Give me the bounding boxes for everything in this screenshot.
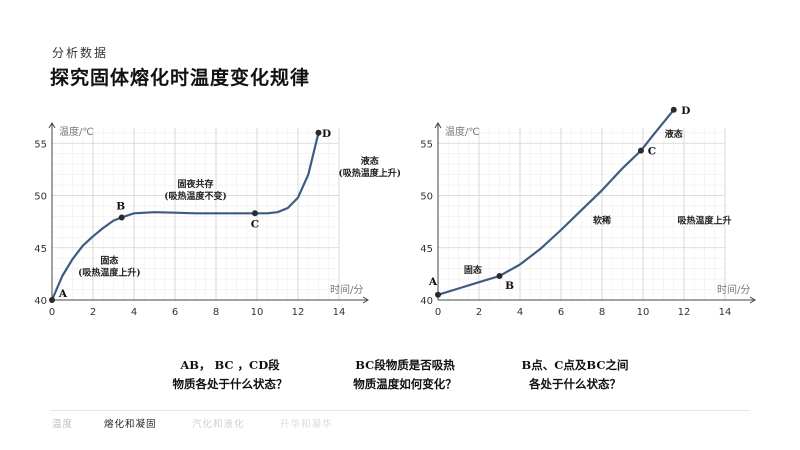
right-point-A	[435, 292, 441, 298]
right-x-axis-label: 时间/分	[717, 283, 750, 296]
tab-temperature[interactable]: 温度	[52, 416, 73, 430]
question-1: AB， BC ，CD段 物质各处于什么状态？	[150, 356, 310, 394]
question-2-line-2: 物质温度如何变化？	[325, 375, 485, 394]
question-3-line-1: B点、C点及BC之间	[495, 356, 655, 375]
right-y-tick-label: 55	[420, 139, 433, 150]
right-point-label-C: C	[648, 146, 656, 158]
right-y-tick-label: 45	[420, 244, 433, 255]
right-annotation-2: 液态	[665, 128, 683, 140]
right-x-tick-label: 2	[476, 307, 482, 318]
question-2: BC段物质是否吸热 物质温度如何变化？	[325, 356, 485, 394]
right-point-label-A: A	[428, 276, 438, 288]
question-1-line-2: 物质各处于什么状态？	[150, 375, 310, 394]
tab-vaporization-liquefaction[interactable]: 汽化和液化	[192, 416, 245, 430]
right-x-tick-label: 10	[637, 307, 650, 318]
right-x-tick-label: 12	[678, 307, 691, 318]
right-x-tick-label: 0	[435, 307, 441, 318]
right-point-C	[638, 148, 644, 154]
right-x-tick-label: 8	[599, 307, 605, 318]
footer-divider	[50, 410, 750, 411]
right-x-tick-label: 4	[517, 307, 523, 318]
right-axes	[435, 123, 755, 303]
right-annotation-3: 吸热温度上升	[677, 215, 731, 227]
right-y-tick-label: 50	[420, 192, 433, 203]
right-y-tick-label: 40	[420, 296, 433, 307]
melting-curve-chart-right: 0 2 4 6 8 10 12 14 40 45 50 55 温度/℃ 时间/分 A B C D 固态 软稀 液态吸热温…	[0, 0, 800, 330]
right-annotation-0: 固态	[464, 264, 482, 276]
tab-melting-solidifying[interactable]: 熔化和凝固	[104, 416, 157, 430]
question-2-line-1: BC段物质是否吸热	[325, 356, 485, 375]
right-point-label-B: B	[505, 280, 514, 292]
right-x-tick-label: 6	[558, 307, 564, 318]
tab-sublimation-desublimation[interactable]: 升华和凝华	[280, 416, 333, 430]
question-3: B点、C点及BC之间 各处于什么状态？	[495, 356, 655, 394]
right-annotation-1: 软稀	[593, 215, 611, 227]
right-point-D	[671, 107, 677, 113]
question-3-line-2: 各处于什么状态？	[495, 375, 655, 394]
right-point-label-D: D	[681, 105, 690, 117]
right-point-B	[497, 273, 503, 279]
right-y-axis-label: 温度/℃	[445, 125, 480, 138]
right-x-tick-label: 14	[719, 307, 732, 318]
question-1-line-1: AB， BC ，CD段	[150, 356, 310, 375]
